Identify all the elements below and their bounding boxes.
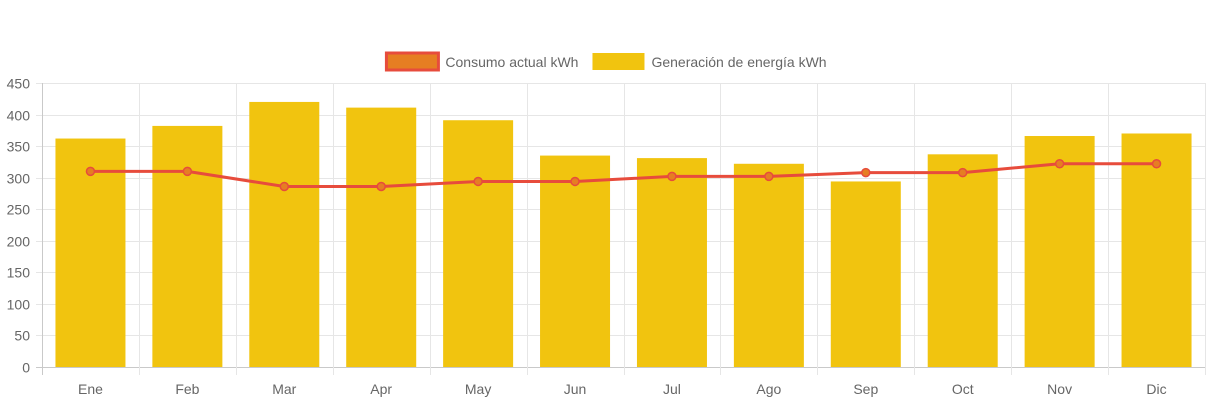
x-tick-label: Ago <box>756 381 781 397</box>
y-tick-label: 350 <box>7 139 31 155</box>
x-tick-label: Mar <box>272 381 296 397</box>
bar-generacion[interactable] <box>1024 136 1095 367</box>
bar-generacion[interactable] <box>249 101 320 367</box>
bar-generacion[interactable] <box>540 155 611 367</box>
line-point-consumo[interactable] <box>182 166 193 177</box>
y-tick-label: 250 <box>7 202 31 218</box>
grid-layer <box>36 83 1206 375</box>
bar-generacion[interactable] <box>733 163 804 367</box>
bar-generacion[interactable] <box>927 154 998 367</box>
y-tick-label: 450 <box>7 76 31 92</box>
legend-item[interactable]: Consumo actual kWh <box>384 51 578 72</box>
line-point-consumo[interactable] <box>473 176 483 187</box>
x-tick-label: Apr <box>370 381 392 397</box>
line-point-consumo[interactable] <box>1054 159 1065 169</box>
x-tick-label: Feb <box>175 381 199 397</box>
line-point-consumo[interactable] <box>1151 159 1162 169</box>
bar-generacion[interactable] <box>346 107 417 367</box>
y-tick-label: 400 <box>7 108 31 124</box>
legend-swatch <box>592 53 645 70</box>
y-tick-label: 300 <box>7 171 31 187</box>
bar-generacion[interactable] <box>443 120 514 367</box>
x-tick-label: May <box>465 381 491 397</box>
legend-item[interactable]: Generación de energía kWh <box>592 53 827 70</box>
line-point-consumo[interactable] <box>279 181 290 192</box>
line-point-consumo[interactable] <box>85 166 96 177</box>
line-point-consumo[interactable] <box>667 171 677 182</box>
line-point-consumo[interactable] <box>376 181 386 192</box>
x-tick-label: Sep <box>853 381 878 397</box>
line-consumo <box>90 162 1157 189</box>
axis-layer: 0 50 100 150 200 250 300 350 400 450 Ene Feb Mar Apr M… <box>7 76 1167 398</box>
y-tick-label: 0 <box>22 360 30 376</box>
bars-layer <box>55 101 1192 367</box>
bar-generacion[interactable] <box>55 138 126 367</box>
legend[interactable]: Consumo actual kWh Generación de energía … <box>384 51 827 72</box>
legend-swatch <box>384 51 440 72</box>
line-layer <box>85 159 1162 192</box>
line-point-consumo[interactable] <box>570 176 580 187</box>
y-tick-label: 150 <box>7 265 31 281</box>
y-tick-label: 100 <box>7 297 31 313</box>
x-tick-label: Nov <box>1047 381 1072 397</box>
legend-label: Consumo actual kWh <box>445 54 578 70</box>
x-tick-label: Dic <box>1146 381 1166 397</box>
line-point-consumo[interactable] <box>764 171 774 182</box>
line-point-consumo[interactable] <box>861 167 871 178</box>
y-tick-label: 50 <box>14 328 30 344</box>
y-tick-label: 200 <box>7 234 31 250</box>
bar-generacion[interactable] <box>152 125 223 367</box>
bar-generacion[interactable] <box>830 181 901 367</box>
x-tick-label: Oct <box>952 381 974 397</box>
bar-generacion[interactable] <box>1121 133 1192 367</box>
x-tick-label: Ene <box>78 381 103 397</box>
x-tick-label: Jul <box>663 381 681 397</box>
line-point-consumo[interactable] <box>957 167 968 178</box>
bar-generacion[interactable] <box>636 158 707 367</box>
legend-label: Generación de energía kWh <box>651 54 826 70</box>
x-tick-label: Jun <box>564 381 587 397</box>
